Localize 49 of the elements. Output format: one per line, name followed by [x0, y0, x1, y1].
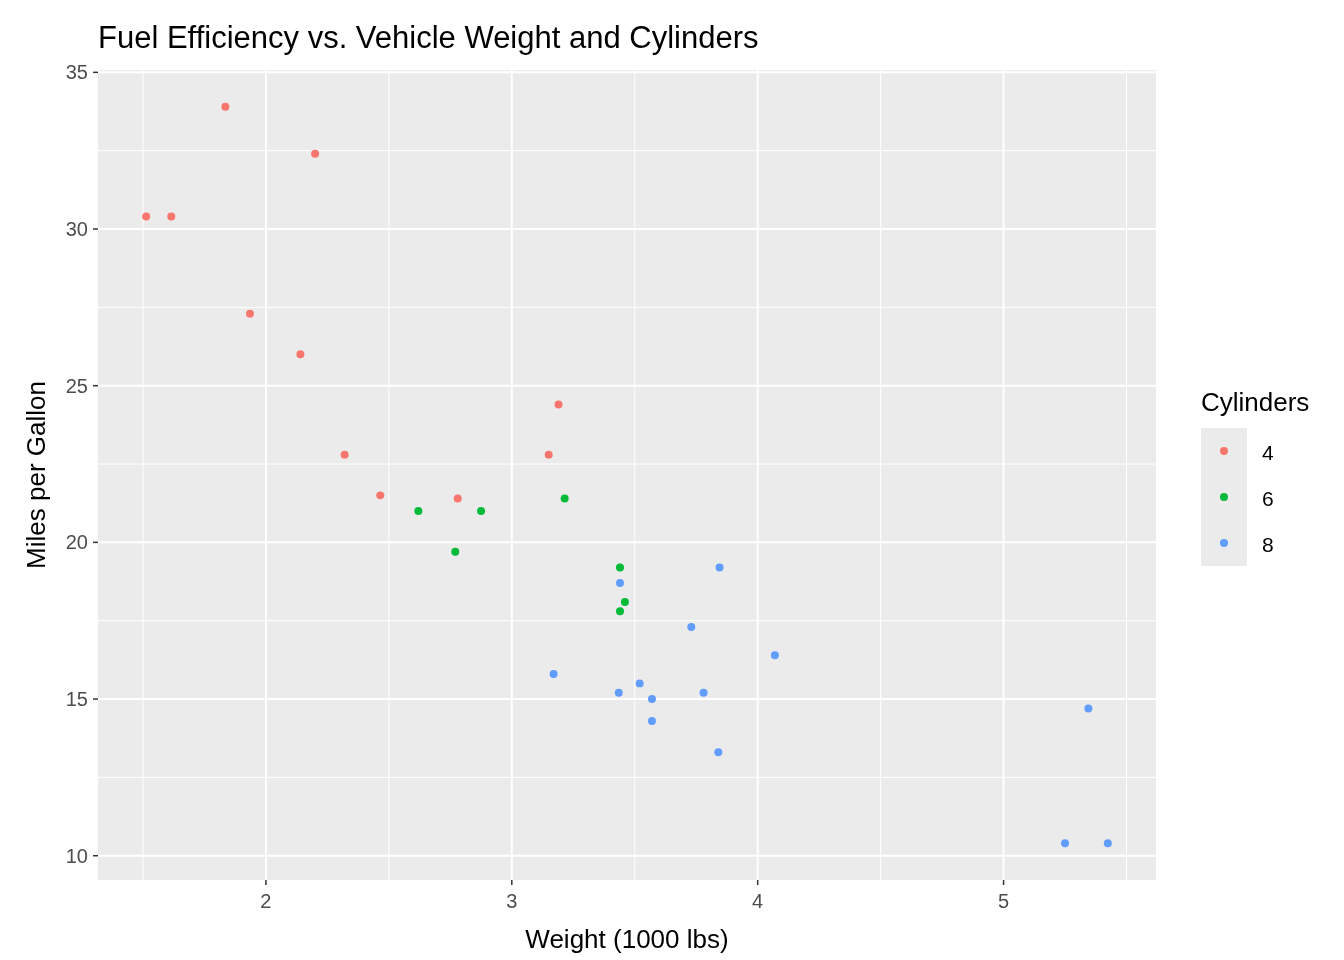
- point: [635, 679, 644, 688]
- y-tick-label: 10: [65, 844, 88, 867]
- point: [687, 622, 696, 631]
- point: [453, 494, 462, 503]
- point: [245, 309, 254, 318]
- point: [167, 212, 176, 221]
- point: [647, 695, 656, 704]
- point: [544, 450, 553, 459]
- y-tick-label: 15: [65, 688, 88, 711]
- x-tick-label: 3: [506, 890, 518, 912]
- legend-label: 8: [1262, 533, 1274, 556]
- point: [647, 717, 656, 725]
- chart-title: Fuel Efficiency vs. Vehicle Weight and Cylinders: [98, 20, 759, 55]
- point: [614, 688, 623, 697]
- point: [311, 149, 320, 158]
- y-tick-label: 20: [65, 531, 88, 554]
- point: [616, 607, 624, 616]
- point: [549, 669, 558, 678]
- y-tick-label: 35: [65, 61, 88, 84]
- y-axis-title: Miles per Gallon: [21, 381, 51, 569]
- point: [560, 494, 569, 503]
- y-tick-label: 30: [65, 218, 88, 241]
- x-axis-title: Weight (1000 lbs): [525, 924, 729, 954]
- point: [340, 450, 349, 459]
- point: [554, 400, 563, 409]
- x-tick-label: 2: [260, 890, 272, 912]
- point: [296, 350, 305, 359]
- point: [770, 651, 779, 660]
- y-tick-label: 25: [65, 374, 88, 397]
- point: [699, 688, 708, 697]
- point: [451, 547, 460, 556]
- x-tick-label: 4: [752, 890, 764, 912]
- point: [1103, 839, 1112, 848]
- point: [414, 507, 423, 516]
- x-tick-label: 5: [997, 890, 1010, 912]
- point: [616, 579, 624, 588]
- point: [477, 507, 486, 516]
- point: [1084, 704, 1093, 713]
- legend-title: Cylinders: [1201, 387, 1310, 417]
- legend-label: 6: [1262, 487, 1274, 510]
- point: [142, 212, 151, 221]
- point: [1061, 839, 1070, 848]
- point: [714, 748, 723, 757]
- point: [616, 563, 624, 572]
- point: [715, 563, 724, 572]
- point: [221, 102, 230, 111]
- point: [620, 597, 629, 606]
- legend-label: 4: [1262, 441, 1274, 464]
- point: [376, 491, 385, 500]
